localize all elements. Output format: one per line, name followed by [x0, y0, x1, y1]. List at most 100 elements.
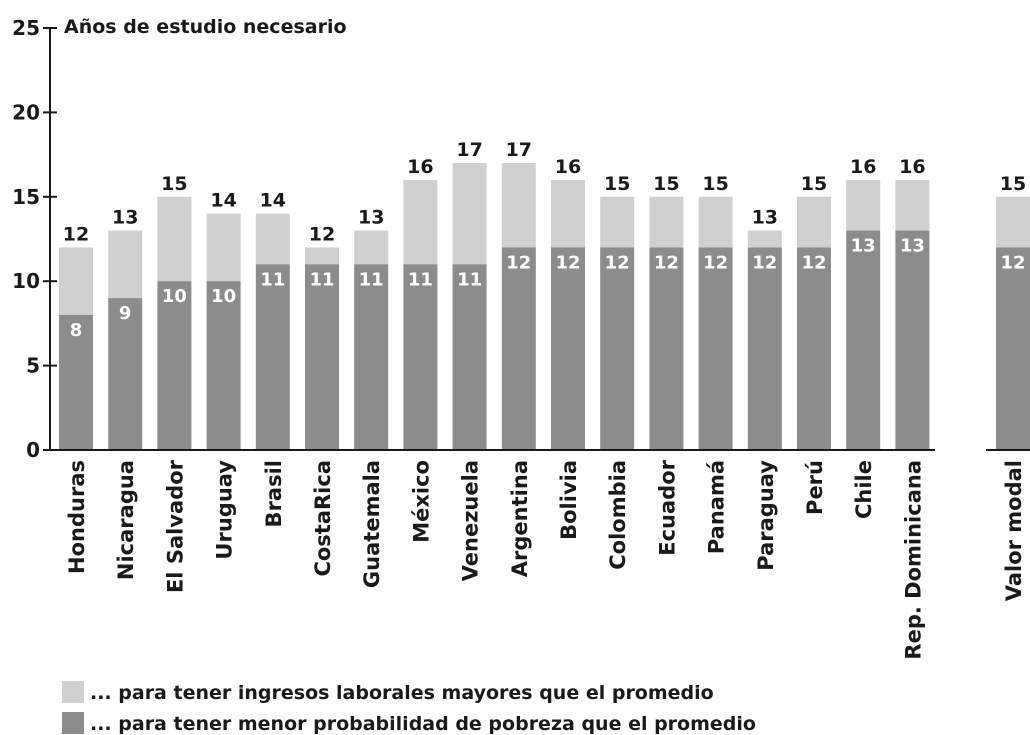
- value-label-ingresos-honduras: 12: [63, 223, 89, 245]
- bar-ingresos-chile: [846, 179, 881, 231]
- bar-ingresos-honduras: [59, 247, 93, 315]
- category-label-honduras: Honduras: [65, 460, 89, 574]
- bar-ingresos-guatemala: [354, 230, 389, 265]
- value-label-ingresos-brasil: 14: [260, 190, 286, 212]
- bar-ingresos-panama: [698, 196, 733, 248]
- bar-pobreza-colombia: [600, 247, 635, 450]
- bar-ingresos-el-salvador: [157, 196, 192, 282]
- value-label-ingresos-chile: 16: [850, 156, 876, 178]
- bars: [59, 163, 1030, 450]
- category-label-costarica: CostaRica: [311, 460, 335, 577]
- y-axis: 0 5 10 15 20 25: [12, 16, 57, 462]
- bar-pobreza-mexico: [403, 264, 438, 450]
- category-label-chile: Chile: [852, 460, 876, 519]
- value-label-pobreza-mexico: 11: [408, 269, 433, 290]
- value-label-pobreza-peru: 12: [801, 252, 826, 273]
- category-label-paraguay: Paraguay: [754, 460, 778, 571]
- bar-ingresos-bolivia: [551, 179, 585, 248]
- category-label-el-salvador: El Salvador: [163, 459, 187, 593]
- category-label-guatemala: Guatemala: [360, 460, 384, 588]
- value-label-pobreza-paraguay: 12: [752, 252, 777, 273]
- value-label-pobreza-panama: 12: [703, 252, 728, 273]
- value-label-pobreza-ecuador: 12: [654, 252, 679, 273]
- y-tick-label: 10: [12, 269, 40, 293]
- value-label-pobreza-nicaragua: 9: [119, 303, 132, 324]
- bar-pobreza-rep-dominicana: [895, 230, 930, 450]
- category-label-peru: Perú: [803, 460, 827, 515]
- value-label-ingresos-mexico: 16: [407, 156, 433, 178]
- bar-pobreza-valor-modal: [996, 247, 1030, 450]
- bar-ingresos-paraguay: [747, 230, 782, 248]
- bar-pobreza-el-salvador: [157, 281, 192, 450]
- value-label-pobreza-valor-modal: 12: [1000, 252, 1025, 273]
- value-label-ingresos-ecuador: 15: [653, 173, 679, 195]
- category-label-panama: Panamá: [705, 460, 729, 554]
- bar-pobreza-chile: [846, 230, 881, 450]
- value-label-ingresos-el-salvador: 15: [161, 173, 187, 195]
- category-label-brasil: Brasil: [262, 460, 286, 527]
- y-tick-label: 0: [26, 438, 40, 462]
- value-label-pobreza-brasil: 11: [260, 269, 285, 290]
- bar-ingresos-colombia: [600, 196, 635, 248]
- value-label-pobreza-guatemala: 11: [359, 269, 384, 290]
- value-label-pobreza-rep-dominicana: 13: [900, 236, 925, 257]
- value-label-pobreza-el-salvador: 10: [162, 286, 187, 307]
- legend-swatch-pobreza: [62, 712, 84, 734]
- value-label-ingresos-colombia: 15: [604, 173, 630, 195]
- bar-pobreza-paraguay: [747, 247, 782, 450]
- value-label-ingresos-rep-dominicana: 16: [899, 156, 925, 178]
- bar-ingresos-peru: [797, 196, 831, 248]
- value-label-pobreza-honduras: 8: [70, 320, 83, 341]
- bar-pobreza-argentina: [501, 247, 536, 450]
- value-label-pobreza-colombia: 12: [605, 252, 630, 273]
- bar-pobreza-ecuador: [649, 247, 684, 450]
- value-label-ingresos-bolivia: 16: [555, 156, 581, 178]
- bar-pobreza-guatemala: [354, 264, 389, 450]
- bar-pobreza-costarica: [305, 264, 339, 450]
- legend-label-ingresos: ... para tener ingresos laborales mayore…: [90, 682, 714, 704]
- chart-title: Años de estudio necesario: [64, 16, 347, 38]
- y-tick-label: 5: [26, 354, 40, 378]
- bar-ingresos-uruguay: [206, 213, 241, 282]
- value-label-ingresos-venezuela: 17: [456, 139, 482, 161]
- bar-ingresos-mexico: [403, 179, 438, 265]
- bar-ingresos-brasil: [255, 213, 290, 265]
- category-label-venezuela: Venezuela: [459, 460, 483, 581]
- value-label-ingresos-peru: 15: [801, 173, 827, 195]
- legend-label-pobreza: ... para tener menor probabilidad de pob…: [90, 713, 756, 735]
- value-label-ingresos-guatemala: 13: [358, 207, 384, 229]
- bar-ingresos-venezuela: [452, 163, 487, 265]
- category-label-colombia: Colombia: [606, 460, 630, 570]
- value-label-ingresos-panama: 15: [702, 173, 728, 195]
- category-label-mexico: México: [409, 460, 433, 543]
- bar-ingresos-costarica: [305, 247, 339, 265]
- value-label-ingresos-valor-modal: 15: [1000, 173, 1026, 195]
- bar-ingresos-rep-dominicana: [895, 179, 930, 231]
- bar-ingresos-valor-modal: [996, 196, 1030, 248]
- category-label-nicaragua: Nicaragua: [114, 460, 138, 580]
- bar-ingresos-nicaragua: [108, 230, 143, 299]
- y-tick-label: 15: [12, 185, 40, 209]
- value-label-pobreza-costarica: 11: [309, 269, 334, 290]
- category-label-rep-dominicana: Rep. Dominicana: [901, 460, 925, 660]
- bar-ingresos-ecuador: [649, 196, 684, 248]
- value-label-pobreza-chile: 13: [851, 236, 876, 257]
- category-label-argentina: Argentina: [508, 460, 532, 577]
- category-label-bolivia: Bolivia: [557, 460, 581, 540]
- category-label-uruguay: Uruguay: [213, 460, 237, 560]
- value-label-pobreza-uruguay: 10: [211, 286, 236, 307]
- value-label-ingresos-nicaragua: 13: [112, 207, 138, 229]
- value-label-ingresos-paraguay: 13: [752, 207, 778, 229]
- legend-swatch-ingresos: [62, 681, 84, 703]
- bar-pobreza-peru: [797, 247, 831, 450]
- value-label-ingresos-costarica: 12: [309, 223, 335, 245]
- category-label-ecuador: Ecuador: [655, 459, 679, 555]
- y-tick-label: 25: [12, 16, 40, 40]
- bar-pobreza-brasil: [255, 264, 290, 450]
- y-tick-label: 20: [12, 100, 40, 124]
- value-label-pobreza-argentina: 12: [506, 252, 531, 273]
- bar-ingresos-argentina: [501, 163, 536, 248]
- value-label-ingresos-uruguay: 14: [210, 190, 236, 212]
